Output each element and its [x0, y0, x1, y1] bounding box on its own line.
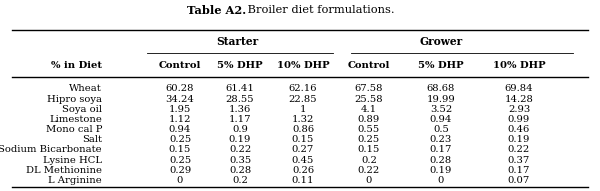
Text: 5% DHP: 5% DHP — [217, 61, 263, 70]
Text: 22.85: 22.85 — [289, 95, 317, 104]
Text: 61.41: 61.41 — [226, 84, 254, 93]
Text: 0.22: 0.22 — [358, 166, 380, 175]
Text: 0.17: 0.17 — [508, 166, 530, 175]
Text: L Arginine: L Arginine — [48, 176, 102, 185]
Text: Broiler diet formulations.: Broiler diet formulations. — [244, 5, 394, 15]
Text: 0.25: 0.25 — [169, 135, 191, 144]
Text: 0.15: 0.15 — [169, 145, 191, 155]
Text: 1.36: 1.36 — [229, 105, 251, 114]
Text: 0.26: 0.26 — [292, 166, 314, 175]
Text: 0.11: 0.11 — [292, 176, 314, 185]
Text: 0.37: 0.37 — [508, 156, 530, 165]
Text: 0.99: 0.99 — [508, 115, 530, 124]
Text: 62.16: 62.16 — [289, 84, 317, 93]
Text: 1.17: 1.17 — [229, 115, 251, 124]
Text: 0.15: 0.15 — [292, 135, 314, 144]
Text: 4.1: 4.1 — [361, 105, 377, 114]
Text: 0.46: 0.46 — [508, 125, 530, 134]
Text: 0: 0 — [366, 176, 372, 185]
Text: 10% DHP: 10% DHP — [277, 61, 329, 70]
Text: 10% DHP: 10% DHP — [493, 61, 545, 70]
Text: 0.35: 0.35 — [229, 156, 251, 165]
Text: 0.94: 0.94 — [169, 125, 191, 134]
Text: 34.24: 34.24 — [166, 95, 194, 104]
Text: 0: 0 — [438, 176, 444, 185]
Text: Table A2.: Table A2. — [187, 5, 247, 16]
Text: 14.28: 14.28 — [505, 95, 533, 104]
Text: Lysine HCL: Lysine HCL — [43, 156, 102, 165]
Text: 0.29: 0.29 — [169, 166, 191, 175]
Text: 0.94: 0.94 — [430, 115, 452, 124]
Text: 0.28: 0.28 — [430, 156, 452, 165]
Text: 0.15: 0.15 — [358, 145, 380, 155]
Text: Control: Control — [348, 61, 390, 70]
Text: Control: Control — [159, 61, 201, 70]
Text: 0.9: 0.9 — [232, 125, 248, 134]
Text: 60.28: 60.28 — [166, 84, 194, 93]
Text: 1: 1 — [300, 105, 306, 114]
Text: 1.95: 1.95 — [169, 105, 191, 114]
Text: 0.5: 0.5 — [433, 125, 449, 134]
Text: Limestone: Limestone — [49, 115, 102, 124]
Text: 0.07: 0.07 — [508, 176, 530, 185]
Text: 0.17: 0.17 — [430, 145, 452, 155]
Text: % in Diet: % in Diet — [51, 61, 102, 70]
Text: 0.2: 0.2 — [232, 176, 248, 185]
Text: Mono cal P: Mono cal P — [46, 125, 102, 134]
Text: 68.68: 68.68 — [427, 84, 455, 93]
Text: 0: 0 — [177, 176, 183, 185]
Text: 0.55: 0.55 — [358, 125, 380, 134]
Text: 0.86: 0.86 — [292, 125, 314, 134]
Text: 0.22: 0.22 — [508, 145, 530, 155]
Text: 67.58: 67.58 — [355, 84, 383, 93]
Text: 0.22: 0.22 — [229, 145, 251, 155]
Text: Sodium Bicarbonate: Sodium Bicarbonate — [0, 145, 102, 155]
Text: Salt: Salt — [82, 135, 102, 144]
Text: 25.58: 25.58 — [355, 95, 383, 104]
Text: 2.93: 2.93 — [508, 105, 530, 114]
Text: 0.19: 0.19 — [430, 166, 452, 175]
Text: 0.28: 0.28 — [229, 166, 251, 175]
Text: 1.12: 1.12 — [169, 115, 191, 124]
Text: Hipro soya: Hipro soya — [47, 95, 102, 104]
Text: Soya oil: Soya oil — [62, 105, 102, 114]
Text: 0.2: 0.2 — [361, 156, 377, 165]
Text: 0.89: 0.89 — [358, 115, 380, 124]
Text: 0.25: 0.25 — [169, 156, 191, 165]
Text: 5% DHP: 5% DHP — [418, 61, 464, 70]
Text: Starter: Starter — [216, 36, 258, 47]
Text: 28.55: 28.55 — [226, 95, 254, 104]
Text: Grower: Grower — [419, 36, 463, 47]
Text: 0.45: 0.45 — [292, 156, 314, 165]
Text: 3.52: 3.52 — [430, 105, 452, 114]
Text: 19.99: 19.99 — [427, 95, 455, 104]
Text: 69.84: 69.84 — [505, 84, 533, 93]
Text: DL Methionine: DL Methionine — [26, 166, 102, 175]
Text: 0.19: 0.19 — [508, 135, 530, 144]
Text: 0.25: 0.25 — [358, 135, 380, 144]
Text: 1.32: 1.32 — [292, 115, 314, 124]
Text: 0.23: 0.23 — [430, 135, 452, 144]
Text: Wheat: Wheat — [69, 84, 102, 93]
Text: 0.27: 0.27 — [292, 145, 314, 155]
Text: 0.19: 0.19 — [229, 135, 251, 144]
